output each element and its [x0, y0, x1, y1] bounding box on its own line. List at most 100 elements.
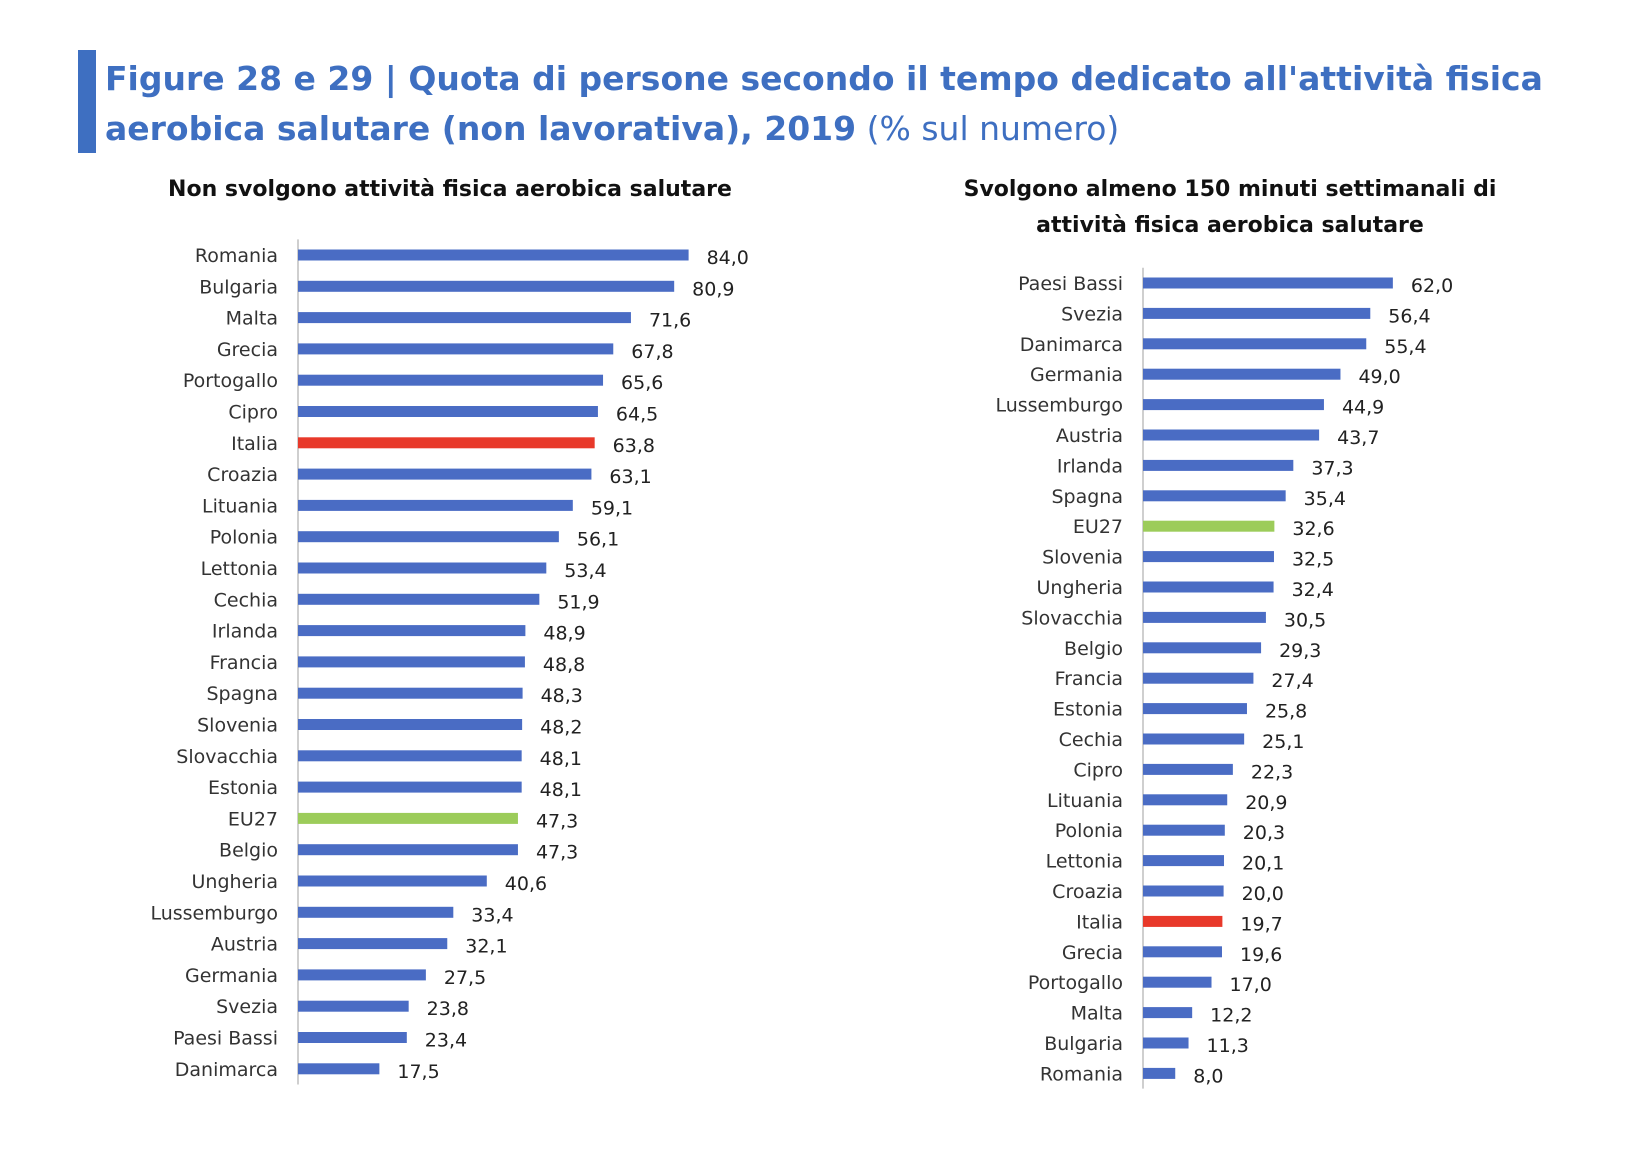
category-label-cipro: Cipro	[228, 402, 278, 424]
category-label-portogallo: Portogallo	[1028, 972, 1123, 994]
value-label-cipro: 64,5	[616, 404, 658, 426]
category-label-austria: Austria	[211, 934, 278, 956]
bar-romania	[298, 249, 689, 261]
bar-ungheria	[298, 875, 487, 887]
bar-grecia	[1143, 946, 1222, 958]
category-label-polonia: Polonia	[1055, 820, 1123, 842]
bar-estonia	[1143, 703, 1247, 715]
bar-lettonia	[298, 562, 547, 574]
category-label-irlanda: Irlanda	[1057, 455, 1123, 477]
value-label-lituania: 20,9	[1245, 792, 1287, 814]
value-label-svezia: 23,8	[427, 998, 469, 1020]
category-label-germania: Germania	[1030, 364, 1123, 386]
value-label-austria: 43,7	[1337, 427, 1379, 449]
category-label-irlanda: Irlanda	[212, 621, 278, 643]
value-label-francia: 48,8	[543, 654, 585, 676]
bar-lituania	[1143, 794, 1228, 806]
category-label-lussemburgo: Lussemburgo	[995, 395, 1123, 417]
value-label-francia: 27,4	[1271, 670, 1313, 692]
category-label-romania: Romania	[1040, 1063, 1123, 1085]
bar-francia	[298, 656, 525, 668]
category-label-romania: Romania	[195, 245, 278, 267]
bar-italia	[1143, 915, 1223, 927]
chart-title-right: Svolgono almeno 150 minuti settimanali d…	[963, 177, 1497, 238]
value-label-slovenia: 48,2	[540, 717, 582, 739]
value-label-lituania: 59,1	[591, 497, 633, 519]
bar-grecia	[298, 343, 614, 355]
bar-cipro	[298, 406, 598, 417]
value-label-malta: 12,2	[1210, 1005, 1252, 1027]
category-label-cechia: Cechia	[214, 589, 278, 611]
value-label-svezia: 56,4	[1388, 305, 1430, 327]
value-label-croazia: 63,1	[609, 466, 651, 488]
category-label-belgio: Belgio	[1064, 638, 1123, 660]
value-label-italia: 63,8	[613, 435, 655, 457]
category-label-paesi-bassi: Paesi Bassi	[1018, 273, 1123, 295]
category-label-belgio: Belgio	[219, 840, 278, 862]
value-label-spagna: 35,4	[1304, 488, 1346, 510]
value-label-cechia: 25,1	[1262, 731, 1304, 753]
category-label-bulgaria: Bulgaria	[1044, 1033, 1123, 1055]
category-label-lussemburgo: Lussemburgo	[150, 902, 278, 924]
value-label-polonia: 20,3	[1243, 822, 1285, 844]
value-label-romania: 84,0	[707, 247, 749, 269]
category-label-spagna: Spagna	[206, 683, 278, 705]
value-label-ungheria: 40,6	[505, 873, 547, 895]
value-label-ungheria: 32,4	[1292, 579, 1334, 601]
category-label-cechia: Cechia	[1059, 729, 1123, 751]
category-label-eu27: EU27	[1073, 516, 1123, 538]
category-label-italia: Italia	[231, 433, 278, 455]
category-label-estonia: Estonia	[208, 777, 278, 799]
value-label-grecia: 19,6	[1240, 944, 1282, 966]
value-label-grecia: 67,8	[631, 341, 673, 363]
bar-slovacchia	[298, 750, 522, 762]
category-label-lituania: Lituania	[202, 495, 278, 517]
category-label-slovacchia: Slovacchia	[1021, 607, 1123, 629]
bar-irlanda	[298, 625, 526, 637]
bar-danimarca	[1143, 338, 1367, 350]
bar-bulgaria	[298, 280, 675, 292]
category-label-estonia: Estonia	[1053, 699, 1123, 721]
value-label-romania: 8,0	[1193, 1065, 1223, 1087]
bar-bulgaria	[1143, 1037, 1189, 1049]
bar-lussemburgo	[1143, 399, 1324, 411]
bar-cechia	[1143, 733, 1245, 745]
bar-svezia	[298, 1000, 409, 1012]
value-label-estonia: 48,1	[540, 779, 582, 801]
value-label-paesi-bassi: 23,4	[425, 1030, 467, 1052]
figure-title-main: Figure 28 e 29 | Quota di persone second…	[105, 59, 1543, 148]
bar-lettonia	[1143, 855, 1225, 867]
bar-croazia	[1143, 885, 1224, 897]
bar-polonia	[1143, 824, 1225, 836]
value-label-eu27: 32,6	[1292, 518, 1334, 540]
bar-danimarca	[298, 1063, 380, 1075]
category-label-italia: Italia	[1076, 911, 1123, 933]
value-label-italia: 19,7	[1240, 913, 1282, 935]
category-label-francia: Francia	[1055, 668, 1123, 690]
category-label-germania: Germania	[185, 965, 278, 987]
title-accent-bar	[78, 50, 96, 153]
value-label-estonia: 25,8	[1265, 701, 1307, 723]
value-label-portogallo: 17,0	[1230, 974, 1272, 996]
value-label-portogallo: 65,6	[621, 372, 663, 394]
bar-svezia	[1143, 307, 1371, 319]
bar-italia	[298, 437, 595, 449]
category-label-slovenia: Slovenia	[197, 715, 278, 737]
value-label-cipro: 22,3	[1251, 761, 1293, 783]
value-label-danimarca: 17,5	[397, 1061, 439, 1083]
bar-spagna	[1143, 490, 1286, 502]
bar-belgio	[1143, 642, 1262, 654]
bar-slovenia	[298, 719, 523, 730]
value-label-danimarca: 55,4	[1384, 336, 1426, 358]
value-label-cechia: 51,9	[557, 591, 599, 613]
bar-portogallo	[298, 374, 604, 386]
category-label-slovacchia: Slovacchia	[176, 746, 278, 768]
value-label-germania: 27,5	[444, 967, 486, 989]
category-label-paesi-bassi: Paesi Bassi	[173, 1028, 278, 1050]
category-label-slovenia: Slovenia	[1042, 547, 1123, 569]
value-label-lettonia: 20,1	[1242, 853, 1284, 875]
category-label-malta: Malta	[1071, 1003, 1123, 1025]
category-label-eu27: EU27	[228, 808, 278, 830]
value-label-slovacchia: 30,5	[1284, 609, 1326, 631]
